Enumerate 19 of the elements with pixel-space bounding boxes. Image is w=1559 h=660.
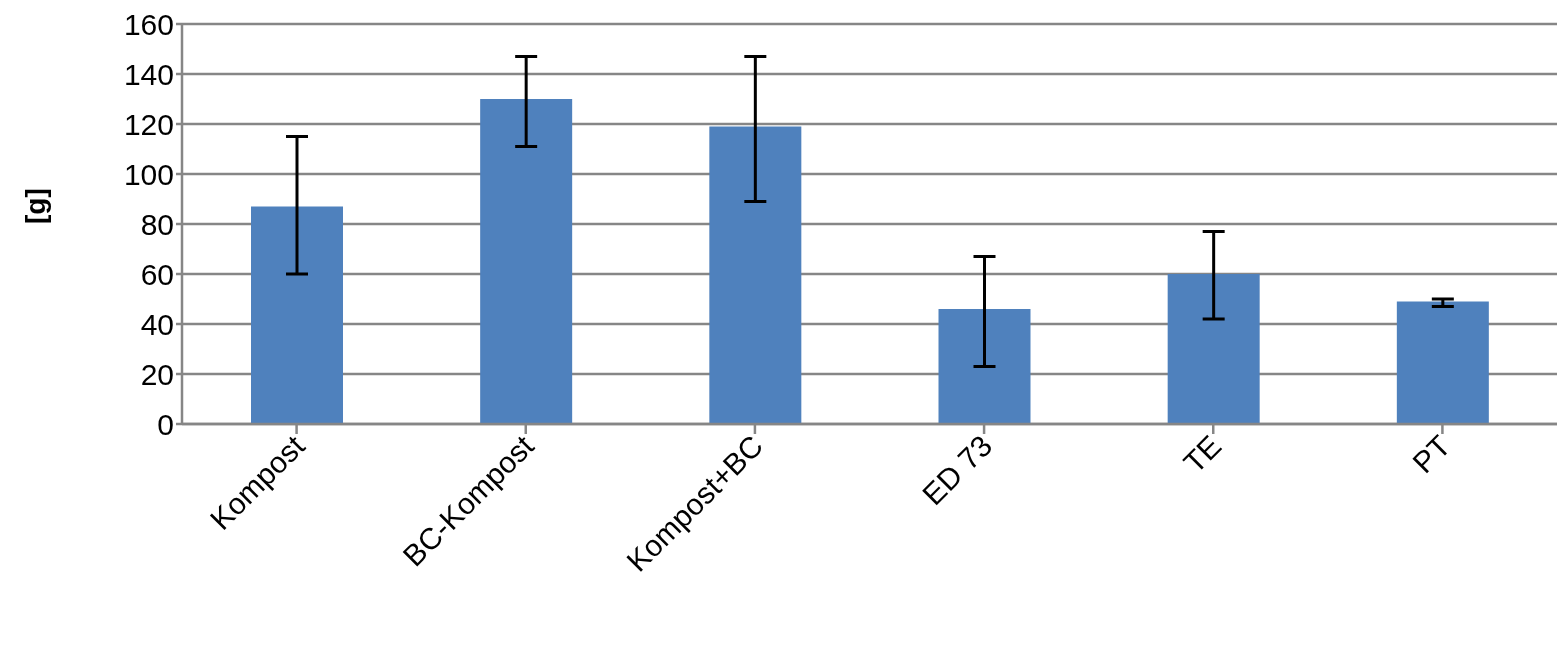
x-tick-label: TE	[1177, 428, 1228, 480]
bar	[709, 126, 802, 424]
x-tick-label: ED 73	[916, 428, 999, 512]
bar	[938, 309, 1031, 424]
y-tick-label: 100	[123, 157, 174, 191]
y-tick-label: 20	[140, 357, 174, 391]
y-tick-label: 40	[140, 307, 174, 341]
y-tick-label: 140	[123, 57, 174, 91]
bar	[251, 206, 343, 424]
y-tick-label: 160	[123, 7, 174, 41]
y-tick-label: 60	[140, 257, 174, 291]
y-axis-title: [g]	[19, 188, 51, 224]
bar	[1167, 274, 1260, 424]
bar	[480, 99, 573, 424]
y-tick-label: 0	[157, 407, 174, 441]
y-tick-label: 80	[140, 207, 174, 241]
x-tick-label: PT	[1406, 428, 1457, 480]
y-tick-label: 120	[123, 107, 174, 141]
bar	[1396, 301, 1489, 424]
